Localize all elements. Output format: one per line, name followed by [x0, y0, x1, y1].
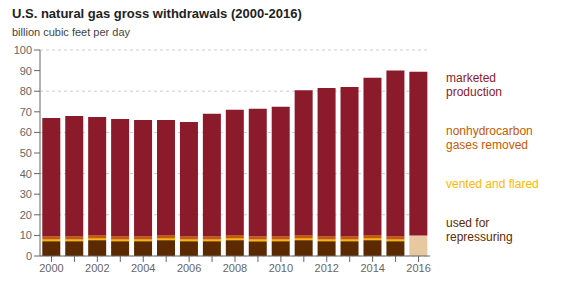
html-text:gases removed: gases removed [446, 137, 528, 152]
svg-text:2012: 2012 [315, 262, 339, 274]
svg-text:2008: 2008 [223, 262, 247, 274]
svg-text:2004: 2004 [131, 262, 155, 274]
svg-text:2010: 2010 [269, 262, 293, 274]
svg-text:90: 90 [20, 65, 32, 77]
svg-text:50: 50 [20, 147, 32, 159]
svg-text:10: 10 [20, 229, 32, 241]
svg-text:0: 0 [26, 250, 32, 262]
svg-text:2014: 2014 [360, 262, 384, 274]
html-text:production: production [446, 84, 502, 99]
svg-text:2006: 2006 [177, 262, 201, 274]
svg-text:60: 60 [20, 126, 32, 138]
html-text:nonhydrocarbon: nonhydrocarbon [446, 123, 533, 138]
html-text:repressuring: repressuring [446, 229, 513, 244]
svg-text:2016: 2016 [406, 262, 430, 274]
svg-text:40: 40 [20, 168, 32, 180]
html-text:vented and flared: vented and flared [446, 176, 539, 191]
html-text:used for: used for [446, 215, 490, 230]
html-text:billion cubic feet per day: billion cubic feet per day [12, 26, 130, 38]
svg-text:20: 20 [20, 209, 32, 221]
svg-text:100: 100 [14, 44, 32, 56]
svg-text:70: 70 [20, 106, 32, 118]
svg-text:80: 80 [20, 85, 32, 97]
svg-text:2000: 2000 [39, 262, 63, 274]
html-text:U.S. natural gas gross withdra: U.S. natural gas gross withdrawals (2000… [12, 6, 302, 21]
svg-text:2002: 2002 [85, 262, 109, 274]
svg-text:30: 30 [20, 188, 32, 200]
html-text:marketed: marketed [446, 70, 496, 85]
